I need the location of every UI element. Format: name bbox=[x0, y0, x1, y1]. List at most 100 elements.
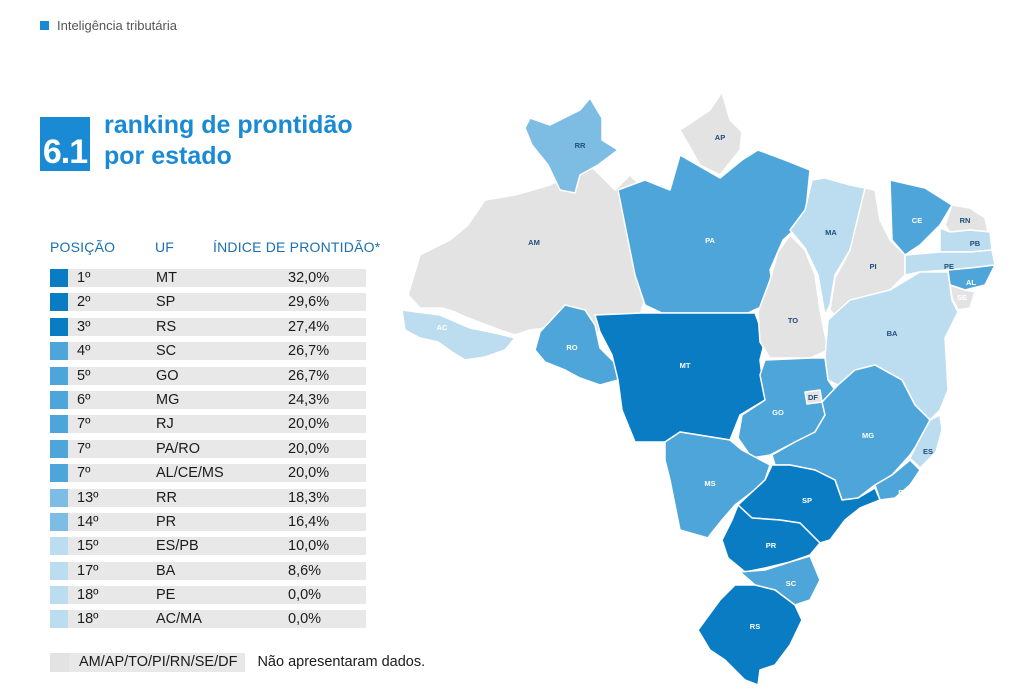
rank-uf: ES/PB bbox=[156, 538, 199, 555]
table-row: 2º SP 29,6% bbox=[50, 293, 366, 312]
rank-position: 7º bbox=[77, 440, 91, 457]
table-row: 17º BA 8,6% bbox=[50, 561, 366, 580]
table-row: 7º RJ 20,0% bbox=[50, 415, 366, 434]
label-TO: TO bbox=[788, 316, 798, 325]
rank-position: 15º bbox=[77, 538, 99, 555]
rank-value: 10,0% bbox=[288, 538, 330, 555]
state-RS bbox=[697, 584, 803, 686]
rank-uf: MG bbox=[156, 391, 180, 408]
label-RR: RR bbox=[575, 141, 586, 150]
rank-position: 3º bbox=[77, 318, 91, 335]
brazil-map: AM RR AP PA AC RO MT TO MA PI CE RN PB P… bbox=[401, 91, 996, 686]
rank-uf: RR bbox=[156, 489, 177, 506]
label-SC: SC bbox=[786, 579, 797, 588]
rank-value: 20,0% bbox=[288, 440, 330, 457]
state-MT bbox=[594, 312, 766, 443]
rank-swatch bbox=[50, 610, 68, 629]
rank-uf: PA/RO bbox=[156, 440, 201, 457]
rank-position: 7º bbox=[77, 416, 91, 433]
rank-uf: RJ bbox=[156, 416, 174, 433]
no-data-legend: AM/AP/TO/PI/RN/SE/DF Não apresentaram da… bbox=[50, 653, 425, 672]
rank-value: 32,0% bbox=[288, 270, 330, 286]
rank-uf: AL/CE/MS bbox=[156, 465, 224, 482]
rank-swatch bbox=[50, 512, 68, 531]
rank-value: 8,6% bbox=[288, 562, 322, 579]
label-RN: RN bbox=[960, 216, 971, 225]
state-MG bbox=[771, 364, 931, 501]
label-AP: AP bbox=[715, 133, 725, 142]
table-row: 7º AL/CE/MS 20,0% bbox=[50, 464, 366, 483]
label-RJ: RJ bbox=[898, 488, 908, 497]
rank-position: 14º bbox=[77, 513, 99, 530]
column-header-uf: UF bbox=[155, 239, 175, 255]
rank-swatch bbox=[50, 317, 68, 336]
rank-position: 18º bbox=[77, 587, 99, 604]
rank-position: 7º bbox=[77, 465, 91, 482]
rank-uf: SP bbox=[156, 294, 176, 311]
rank-swatch bbox=[50, 366, 68, 385]
rank-value: 29,6% bbox=[288, 294, 330, 311]
rank-swatch bbox=[50, 586, 68, 605]
label-MA: MA bbox=[825, 228, 837, 237]
rank-position: 13º bbox=[77, 489, 99, 506]
table-row: 7º PA/RO 20,0% bbox=[50, 439, 366, 458]
section-header: Inteligência tributária bbox=[40, 18, 177, 33]
state-MS bbox=[664, 431, 771, 539]
label-ES: ES bbox=[923, 447, 933, 456]
table-row: 15º ES/PB 10,0% bbox=[50, 537, 366, 556]
label-MS: MS bbox=[704, 479, 715, 488]
rank-value: 26,7% bbox=[288, 343, 330, 360]
rank-value: 27,4% bbox=[288, 318, 330, 335]
state-PA bbox=[617, 149, 811, 314]
rank-swatch bbox=[50, 464, 68, 483]
table-row: 14º PR 16,4% bbox=[50, 512, 366, 531]
rank-position: 18º bbox=[77, 611, 99, 628]
title-line-2: por estado bbox=[104, 142, 232, 170]
no-data-swatch bbox=[50, 653, 69, 672]
section-label: Inteligência tributária bbox=[57, 18, 177, 33]
state-ES bbox=[909, 414, 943, 469]
table-row: 3º RS 27,4% bbox=[50, 317, 366, 336]
label-AC: AC bbox=[437, 323, 448, 332]
label-DF: DF bbox=[808, 393, 818, 402]
rank-uf: PE bbox=[156, 587, 176, 604]
state-AC bbox=[401, 309, 516, 361]
label-PB: PB bbox=[970, 239, 981, 248]
no-data-ufs: AM/AP/TO/PI/RN/SE/DF bbox=[79, 654, 238, 670]
label-GO: GO bbox=[772, 408, 784, 417]
rank-swatch bbox=[50, 293, 68, 312]
table-row: 18º PE 0,0% bbox=[50, 586, 366, 605]
column-header-position: POSIÇÃO bbox=[50, 239, 116, 255]
label-PR: PR bbox=[766, 541, 777, 550]
label-RS: RS bbox=[750, 622, 760, 631]
table-row: 6º MG 24,3% bbox=[50, 390, 366, 409]
rank-swatch bbox=[50, 439, 68, 458]
state-RJ bbox=[874, 459, 921, 501]
label-PA: PA bbox=[705, 236, 715, 245]
column-header-index: ÍNDICE DE PRONTIDÃO* bbox=[213, 239, 381, 255]
label-AM: AM bbox=[528, 238, 540, 247]
rank-uf: SC bbox=[156, 343, 177, 360]
label-SP: SP bbox=[802, 496, 812, 505]
page-title: ranking de prontidão por estado bbox=[104, 110, 353, 172]
label-CE: CE bbox=[912, 216, 922, 225]
rank-uf: BA bbox=[156, 562, 176, 579]
chapter-number-badge: 6.1 bbox=[40, 117, 90, 171]
state-AP bbox=[679, 91, 743, 176]
rank-value: 18,3% bbox=[288, 489, 330, 506]
rank-swatch bbox=[50, 390, 68, 409]
table-row: 13º RR 18,3% bbox=[50, 488, 366, 507]
rank-value: 20,0% bbox=[288, 465, 330, 482]
state-RR bbox=[524, 97, 619, 194]
label-SE: SE bbox=[957, 293, 967, 302]
ranking-table: 1º MT 32,0% 2º SP 29,6% 3º RS 27,4% 4º SC 26,7% 5º GO… bbox=[50, 269, 366, 635]
title-line-1: ranking de prontidão bbox=[104, 111, 353, 139]
rank-swatch bbox=[50, 415, 68, 434]
label-MT: MT bbox=[680, 361, 691, 370]
rank-uf: MT bbox=[156, 270, 177, 286]
rank-position: 4º bbox=[77, 343, 91, 360]
rank-position: 17º bbox=[77, 562, 99, 579]
rank-uf: AC/MA bbox=[156, 611, 202, 628]
rank-swatch bbox=[50, 488, 68, 507]
rank-uf: RS bbox=[156, 318, 177, 335]
